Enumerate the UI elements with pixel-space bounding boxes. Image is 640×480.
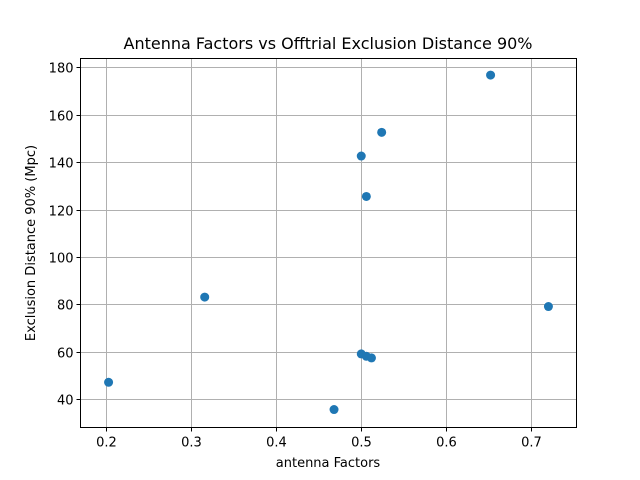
y-axis-ticks: 40 60 80 100 120 140 160 180	[49, 62, 81, 409]
x-tick-label: 0.7	[521, 436, 542, 451]
data-point-10	[543, 302, 553, 312]
y-axis-label: Exclusion Distance 90% (Mpc)	[24, 145, 39, 341]
y-tick-label: 40	[57, 394, 74, 409]
x-axis-ticks: 0.2 0.3 0.4 0.5 0.6 0.7	[96, 427, 542, 451]
data-point-1	[200, 292, 210, 302]
x-axis-label: antenna Factors	[276, 456, 381, 471]
x-tick-label: 0.2	[96, 436, 117, 451]
plot-frame	[80, 58, 577, 428]
y-tick-label: 120	[49, 205, 74, 220]
data-point-5	[366, 353, 376, 363]
x-tick-label: 0.6	[436, 436, 457, 451]
y-tick-label: 180	[49, 62, 74, 77]
y-tick-label: 100	[49, 252, 74, 267]
data-point-2	[329, 405, 339, 415]
y-tick-label: 140	[49, 157, 74, 172]
grid-lines	[80, 58, 577, 428]
y-tick-label: 80	[57, 299, 74, 314]
data-points	[104, 70, 553, 415]
data-point-6	[356, 151, 366, 161]
x-tick-label: 0.5	[351, 436, 372, 451]
data-point-8	[377, 127, 387, 137]
x-tick-label: 0.3	[181, 436, 202, 451]
y-tick-label: 60	[57, 347, 74, 362]
x-tick-label: 0.4	[266, 436, 287, 451]
chart-title: Antenna Factors vs Offtrial Exclusion Di…	[124, 34, 533, 53]
data-point-0	[104, 377, 114, 387]
data-point-7	[361, 191, 371, 201]
data-point-9	[486, 70, 496, 80]
y-tick-label: 160	[49, 110, 74, 125]
